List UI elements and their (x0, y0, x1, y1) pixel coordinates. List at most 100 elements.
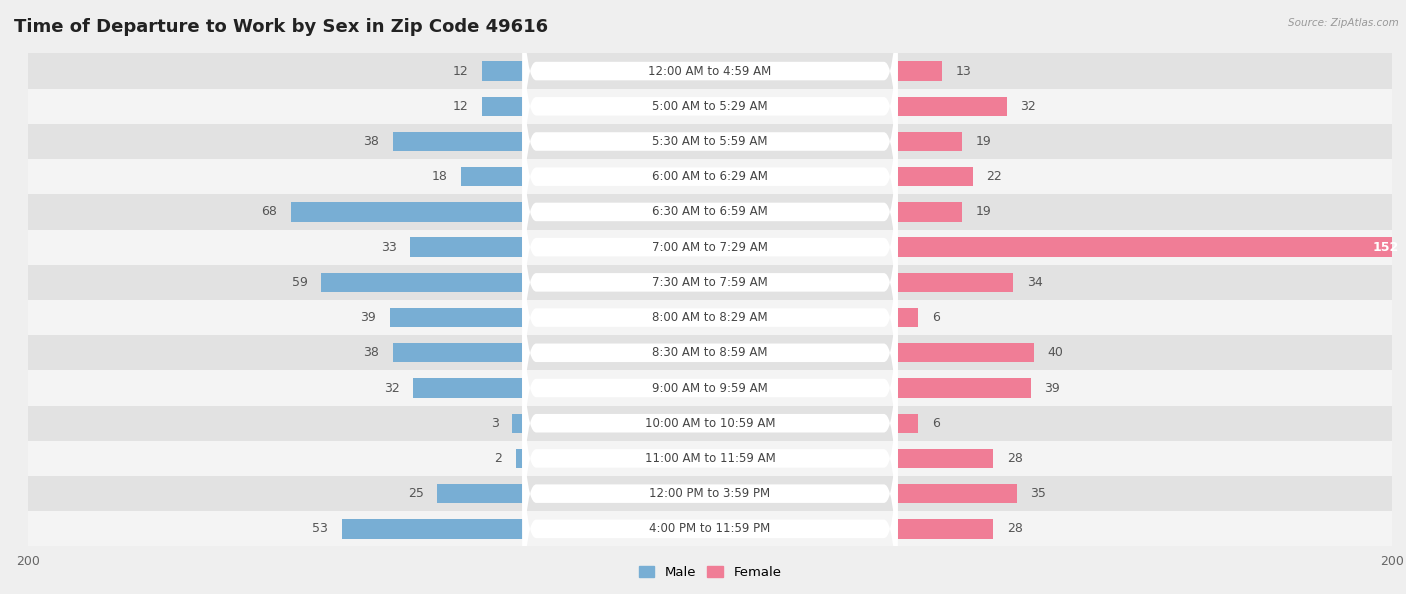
Text: 6:30 AM to 6:59 AM: 6:30 AM to 6:59 AM (652, 206, 768, 219)
Text: 35: 35 (1031, 487, 1046, 500)
Text: 9:00 AM to 9:59 AM: 9:00 AM to 9:59 AM (652, 381, 768, 394)
FancyBboxPatch shape (523, 257, 897, 520)
Bar (516, 448, 523, 468)
Text: 5:00 AM to 5:29 AM: 5:00 AM to 5:29 AM (652, 100, 768, 113)
FancyBboxPatch shape (523, 0, 897, 238)
Bar (392, 132, 523, 151)
Text: Source: ZipAtlas.com: Source: ZipAtlas.com (1288, 18, 1399, 28)
FancyBboxPatch shape (523, 292, 897, 555)
Bar (897, 167, 973, 187)
Bar (437, 484, 523, 503)
Text: 10:00 AM to 10:59 AM: 10:00 AM to 10:59 AM (645, 417, 775, 429)
Bar (897, 132, 962, 151)
Text: 38: 38 (363, 135, 380, 148)
FancyBboxPatch shape (523, 397, 897, 594)
Text: 33: 33 (381, 241, 396, 254)
Bar (897, 238, 1406, 257)
Bar (411, 238, 523, 257)
Text: 7:30 AM to 7:59 AM: 7:30 AM to 7:59 AM (652, 276, 768, 289)
Bar (897, 61, 942, 81)
Text: 12:00 PM to 3:59 PM: 12:00 PM to 3:59 PM (650, 487, 770, 500)
Text: 8:30 AM to 8:59 AM: 8:30 AM to 8:59 AM (652, 346, 768, 359)
Bar (482, 61, 523, 81)
Bar (28, 441, 1392, 476)
Bar (291, 202, 523, 222)
Text: 19: 19 (976, 135, 991, 148)
Bar (461, 167, 523, 187)
Text: 18: 18 (432, 170, 447, 183)
FancyBboxPatch shape (523, 10, 897, 273)
Bar (322, 273, 523, 292)
Text: 39: 39 (1045, 381, 1060, 394)
Text: 39: 39 (360, 311, 375, 324)
Bar (28, 159, 1392, 194)
Bar (28, 53, 1392, 89)
Bar (28, 229, 1392, 265)
Bar (28, 371, 1392, 406)
Text: 2: 2 (494, 452, 502, 465)
Text: 12: 12 (453, 100, 468, 113)
Text: 152: 152 (1372, 241, 1399, 254)
Text: 53: 53 (312, 522, 328, 535)
Bar (897, 273, 1014, 292)
Bar (897, 519, 993, 539)
Bar (392, 343, 523, 362)
Bar (897, 202, 962, 222)
Bar (28, 511, 1392, 546)
Bar (28, 335, 1392, 371)
Text: 40: 40 (1047, 346, 1063, 359)
FancyBboxPatch shape (523, 45, 897, 308)
Bar (28, 194, 1392, 229)
Text: 4:00 PM to 11:59 PM: 4:00 PM to 11:59 PM (650, 522, 770, 535)
Text: 25: 25 (408, 487, 423, 500)
Text: 28: 28 (1007, 522, 1022, 535)
Text: 32: 32 (1021, 100, 1036, 113)
FancyBboxPatch shape (523, 327, 897, 590)
Bar (389, 308, 523, 327)
Text: 28: 28 (1007, 452, 1022, 465)
Text: 68: 68 (262, 206, 277, 219)
FancyBboxPatch shape (523, 362, 897, 594)
Bar (413, 378, 523, 398)
FancyBboxPatch shape (523, 151, 897, 414)
Bar (28, 265, 1392, 300)
Text: 32: 32 (384, 381, 399, 394)
Text: 19: 19 (976, 206, 991, 219)
Legend: Male, Female: Male, Female (633, 560, 787, 584)
Text: 7:00 AM to 7:29 AM: 7:00 AM to 7:29 AM (652, 241, 768, 254)
Bar (28, 300, 1392, 335)
Text: 6: 6 (932, 417, 939, 429)
Text: 13: 13 (956, 65, 972, 78)
FancyBboxPatch shape (523, 186, 897, 449)
Text: 59: 59 (292, 276, 308, 289)
Text: 6: 6 (932, 311, 939, 324)
Text: 12:00 AM to 4:59 AM: 12:00 AM to 4:59 AM (648, 65, 772, 78)
Text: 3: 3 (491, 417, 499, 429)
Text: 34: 34 (1028, 276, 1043, 289)
Bar (897, 97, 1007, 116)
FancyBboxPatch shape (523, 116, 897, 379)
Bar (897, 378, 1031, 398)
Text: 5:30 AM to 5:59 AM: 5:30 AM to 5:59 AM (652, 135, 768, 148)
Bar (28, 476, 1392, 511)
Text: 12: 12 (453, 65, 468, 78)
Bar (28, 406, 1392, 441)
Text: 38: 38 (363, 346, 380, 359)
Bar (512, 413, 523, 433)
Text: Time of Departure to Work by Sex in Zip Code 49616: Time of Departure to Work by Sex in Zip … (14, 18, 548, 36)
FancyBboxPatch shape (523, 221, 897, 484)
Bar (28, 124, 1392, 159)
Text: 8:00 AM to 8:29 AM: 8:00 AM to 8:29 AM (652, 311, 768, 324)
FancyBboxPatch shape (523, 80, 897, 343)
Text: 22: 22 (986, 170, 1002, 183)
FancyBboxPatch shape (523, 0, 897, 203)
Bar (897, 343, 1033, 362)
Bar (482, 97, 523, 116)
Bar (342, 519, 523, 539)
Bar (897, 484, 1017, 503)
Text: 11:00 AM to 11:59 AM: 11:00 AM to 11:59 AM (645, 452, 775, 465)
Text: 6:00 AM to 6:29 AM: 6:00 AM to 6:29 AM (652, 170, 768, 183)
Bar (897, 448, 993, 468)
Bar (897, 413, 918, 433)
Bar (28, 89, 1392, 124)
